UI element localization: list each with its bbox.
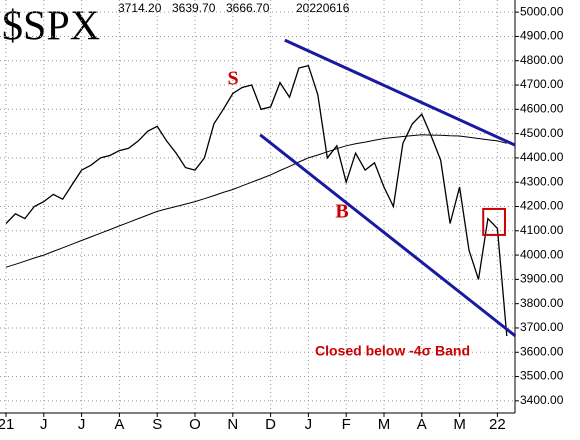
y-tick-label: 4000.00 — [520, 247, 564, 261]
header-value: 3714.20 — [118, 1, 162, 15]
y-tick-label: 4300.00 — [520, 174, 564, 188]
x-tick-label: D — [265, 416, 276, 433]
y-tick-label: 4400.00 — [520, 150, 564, 164]
annotation: Closed below -4σ Band — [315, 343, 470, 359]
x-tick-label: A — [417, 416, 427, 433]
y-tick-label: 5000.00 — [520, 4, 564, 18]
x-tick-label: J — [40, 416, 48, 433]
annotation: B — [335, 201, 348, 223]
x-tick-label: J — [305, 416, 313, 433]
annotation: S — [227, 68, 238, 90]
y-tick-label: 4900.00 — [520, 29, 564, 43]
x-tick-label: A — [114, 416, 124, 433]
y-tick-label: 4600.00 — [520, 101, 564, 115]
x-tick-label: S — [152, 416, 162, 433]
price-line — [5, 134, 507, 268]
trend-line — [259, 133, 517, 338]
highlight-box — [482, 207, 506, 236]
x-tick-label: J — [78, 416, 86, 433]
y-tick-label: 3600.00 — [520, 344, 564, 358]
y-tick-label: 3700.00 — [520, 320, 564, 334]
y-tick-label: 4200.00 — [520, 199, 564, 213]
x-tick-label: M — [453, 416, 466, 433]
x-tick-label: O — [189, 416, 201, 433]
x-tick-label: N — [227, 416, 238, 433]
y-tick-label: 4500.00 — [520, 126, 564, 140]
y-tick-label: 3400.00 — [520, 393, 564, 407]
trend-line — [284, 38, 516, 147]
y-tick-label: 3900.00 — [520, 272, 564, 286]
y-tick-label: 4700.00 — [520, 77, 564, 91]
header-value: 20220616 — [296, 1, 350, 15]
x-tick-label: M — [378, 416, 391, 433]
y-tick-label: 3500.00 — [520, 369, 564, 383]
x-tick-label: 21 — [0, 416, 14, 433]
header-value: 3639.70 — [172, 1, 216, 15]
y-tick-label: 4800.00 — [520, 53, 564, 67]
y-tick-label: 3800.00 — [520, 296, 564, 310]
x-tick-label: F — [342, 416, 351, 433]
x-tick-label: 22 — [489, 416, 506, 433]
y-tick-label: 4100.00 — [520, 223, 564, 237]
price-line — [5, 64, 508, 337]
chart-title: $SPX — [2, 4, 100, 50]
